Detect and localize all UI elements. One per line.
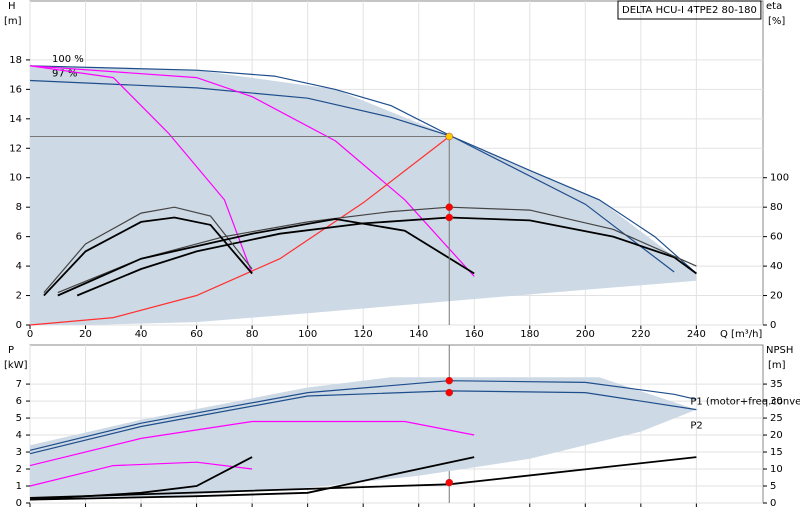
curve (76, 216, 697, 297)
y2-tick-label: 25 (770, 413, 783, 424)
curve (57, 206, 697, 294)
y-tick-label: 4 (16, 430, 22, 441)
y-axis-title: H (8, 1, 16, 12)
operating-point (445, 213, 454, 222)
y-tick-label: 10 (9, 173, 22, 184)
y2-tick-label: 0 (770, 320, 776, 331)
curve (43, 216, 253, 297)
y-tick-label: 5 (16, 413, 22, 424)
operating-point (445, 203, 454, 211)
y-tick-label: 7 (16, 379, 22, 390)
y2-axis-title: NPSH (766, 345, 793, 356)
y2-axis-unit: [%] (768, 16, 785, 27)
curve (57, 218, 475, 297)
y2-tick-label: 60 (770, 232, 783, 243)
x-tick-label: 140 (409, 329, 428, 340)
y2-axis-unit: [m] (768, 360, 786, 371)
y-tick-label: 18 (9, 55, 22, 66)
y2-tick-label: 5 (770, 481, 776, 492)
y-tick-label: 2 (16, 464, 22, 475)
y2-tick-label: 80 (770, 202, 783, 213)
x-tick-label: 100 (298, 329, 317, 340)
x-tick-label: 80 (246, 329, 259, 340)
y2-tick-label: 20 (770, 430, 783, 441)
y-tick-label: 14 (9, 114, 22, 125)
y-tick-label: 2 (16, 291, 22, 302)
y2-tick-label: 0 (770, 498, 776, 509)
x-tick-label: 40 (135, 329, 148, 340)
x-axis-title: Q [m³/h] (720, 329, 762, 340)
x-tick-label: 20 (79, 329, 92, 340)
y2-tick-label: 15 (770, 447, 783, 458)
curve (29, 65, 253, 274)
y-tick-label: 0 (16, 320, 22, 331)
x-tick-label: 240 (687, 329, 706, 340)
y2-tick-label: 35 (770, 379, 783, 390)
curve (29, 79, 675, 273)
y2-tick-label: 100 (770, 173, 789, 184)
operating-point (445, 478, 454, 487)
title-box (617, 0, 762, 20)
y-tick-label: 6 (16, 232, 22, 243)
curve-label: P1 (motor+freq.converter) (690, 396, 800, 407)
y-tick-label: 6 (16, 396, 22, 407)
envelope-area (30, 65, 697, 326)
curve (29, 136, 450, 326)
envelope-area (30, 377, 697, 500)
y2-tick-label: 20 (770, 291, 783, 302)
y2-axis-title: eta (766, 1, 782, 12)
curve (29, 456, 475, 501)
curve (29, 420, 475, 467)
y2-tick-label: 10 (770, 464, 783, 475)
y2-tick-label: 40 (770, 261, 783, 272)
x-tick-label: 220 (631, 329, 650, 340)
chart-title: DELTA HCU-I 4TPE2 80-180 (622, 5, 757, 16)
y-tick-label: 3 (16, 447, 22, 458)
x-tick-label: 200 (576, 329, 595, 340)
curve-label: 100 % (52, 54, 84, 65)
curve (29, 65, 697, 274)
curve (29, 461, 253, 487)
y-axis-unit: [m] (4, 16, 22, 27)
y-tick-label: 0 (16, 498, 22, 509)
operating-point (445, 132, 454, 141)
y-tick-label: 4 (16, 261, 22, 272)
curve (29, 65, 475, 277)
y-axis-title: P (8, 345, 14, 356)
x-tick-label: 160 (465, 329, 484, 340)
y-tick-label: 1 (16, 481, 22, 492)
y2-tick-label: 30 (770, 396, 783, 407)
y-tick-label: 16 (9, 84, 22, 95)
y-axis-unit: [kW] (4, 360, 28, 371)
y-tick-label: 8 (16, 202, 22, 213)
x-tick-label: 180 (520, 329, 539, 340)
x-tick-label: 120 (354, 329, 373, 340)
curve (29, 390, 697, 455)
operating-point (445, 388, 454, 397)
y-tick-label: 12 (9, 143, 22, 154)
x-tick-label: 60 (190, 329, 203, 340)
curve (43, 206, 253, 293)
curve-label: P2 (690, 421, 702, 432)
operating-point (445, 376, 454, 385)
curve-label: 97 % (52, 69, 77, 80)
x-tick-label: 0 (27, 329, 33, 340)
